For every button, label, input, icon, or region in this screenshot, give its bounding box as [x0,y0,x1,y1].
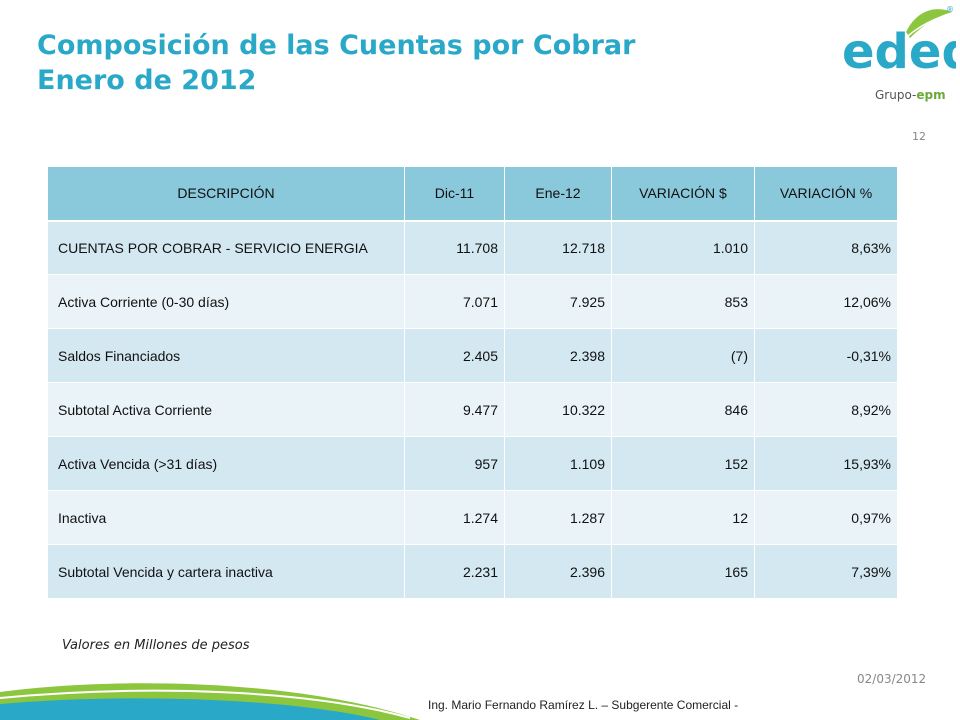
swoosh-blue [0,698,380,720]
cell-dic-11: 2.231 [404,544,505,599]
page-title: Composición de las Cuentas por Cobrar En… [37,28,635,98]
cell-ene-12: 7.925 [504,274,612,329]
cell-variation-percent: 0,97% [754,490,898,545]
cell-description: Saldos Financiados [47,328,405,383]
header-dic-11: Dic-11 [404,166,505,222]
cell-dic-11: 1.274 [404,490,505,545]
footer-author: Ing. Mario Fernando Ramírez L. – Subgere… [428,698,739,712]
table-row: CUENTAS POR COBRAR - SERVICIO ENERGIA 11… [47,220,898,275]
table-header-row: DESCRIPCIÓN Dic-11 Ene-12 VARIACIÓN $ VA… [47,166,898,222]
cell-dic-11: 2.405 [404,328,505,383]
cell-variation-amount: 853 [611,274,755,329]
table-row: Saldos Financiados 2.405 2.398 (7) -0,31… [47,328,898,383]
page-number: 12 [912,130,926,143]
logo-group-brand: epm [916,88,946,102]
edeq-logo: edeq ® Grupo-epm [838,2,956,106]
cell-dic-11: 7.071 [404,274,505,329]
header-ene-12: Ene-12 [504,166,612,222]
cell-description: Subtotal Activa Corriente [47,382,405,437]
cell-ene-12: 2.398 [504,328,612,383]
cell-description: Subtotal Vencida y cartera inactiva [47,544,405,599]
cell-variation-percent: 12,06% [754,274,898,329]
cell-variation-amount: 12 [611,490,755,545]
cell-ene-12: 1.109 [504,436,612,491]
cell-variation-percent: 15,93% [754,436,898,491]
leaf-icon [906,9,952,38]
cell-description: Activa Vencida (>31 días) [47,436,405,491]
header-variation-amount: VARIACIÓN $ [611,166,755,222]
logo-group-prefix: Grupo- [875,88,917,102]
table-row: Inactiva 1.274 1.287 12 0,97% [47,490,898,545]
units-note: Valores en Millones de pesos [62,638,250,653]
logo-wordmark: edeq [842,24,956,80]
cell-ene-12: 2.396 [504,544,612,599]
slide-date: 02/03/2012 [857,672,927,686]
cell-dic-11: 957 [404,436,505,491]
cell-variation-amount: 165 [611,544,755,599]
edeq-logo-mark: edeq ® [842,5,956,80]
cell-ene-12: 1.287 [504,490,612,545]
header-variation-percent: VARIACIÓN % [754,166,898,222]
table-row: Activa Vencida (>31 días) 957 1.109 152 … [47,436,898,491]
cell-variation-amount: 846 [611,382,755,437]
cell-variation-percent: 8,63% [754,220,898,275]
footer-swoosh [0,683,420,720]
cell-description: Inactiva [47,490,405,545]
accounts-receivable-table: DESCRIPCIÓN Dic-11 Ene-12 VARIACIÓN $ VA… [47,166,898,599]
cell-variation-amount: (7) [611,328,755,383]
title-line-2: Enero de 2012 [37,65,257,96]
header-description: DESCRIPCIÓN [47,166,405,222]
table-row: Subtotal Vencida y cartera inactiva 2.23… [47,544,898,599]
registered-mark: ® [946,5,954,14]
cell-description: Activa Corriente (0-30 días) [47,274,405,329]
cell-ene-12: 10.322 [504,382,612,437]
cell-variation-amount: 1.010 [611,220,755,275]
cell-variation-percent: -0,31% [754,328,898,383]
logo-group-label: Grupo-epm [875,88,946,102]
cell-variation-percent: 8,92% [754,382,898,437]
cell-variation-amount: 152 [611,436,755,491]
table-row: Activa Corriente (0-30 días) 7.071 7.925… [47,274,898,329]
cell-dic-11: 11.708 [404,220,505,275]
cell-variation-percent: 7,39% [754,544,898,599]
cell-ene-12: 12.718 [504,220,612,275]
cell-description: CUENTAS POR COBRAR - SERVICIO ENERGIA [47,220,405,275]
cell-dic-11: 9.477 [404,382,505,437]
title-line-1: Composición de las Cuentas por Cobrar [37,30,636,61]
table-row: Subtotal Activa Corriente 9.477 10.322 8… [47,382,898,437]
